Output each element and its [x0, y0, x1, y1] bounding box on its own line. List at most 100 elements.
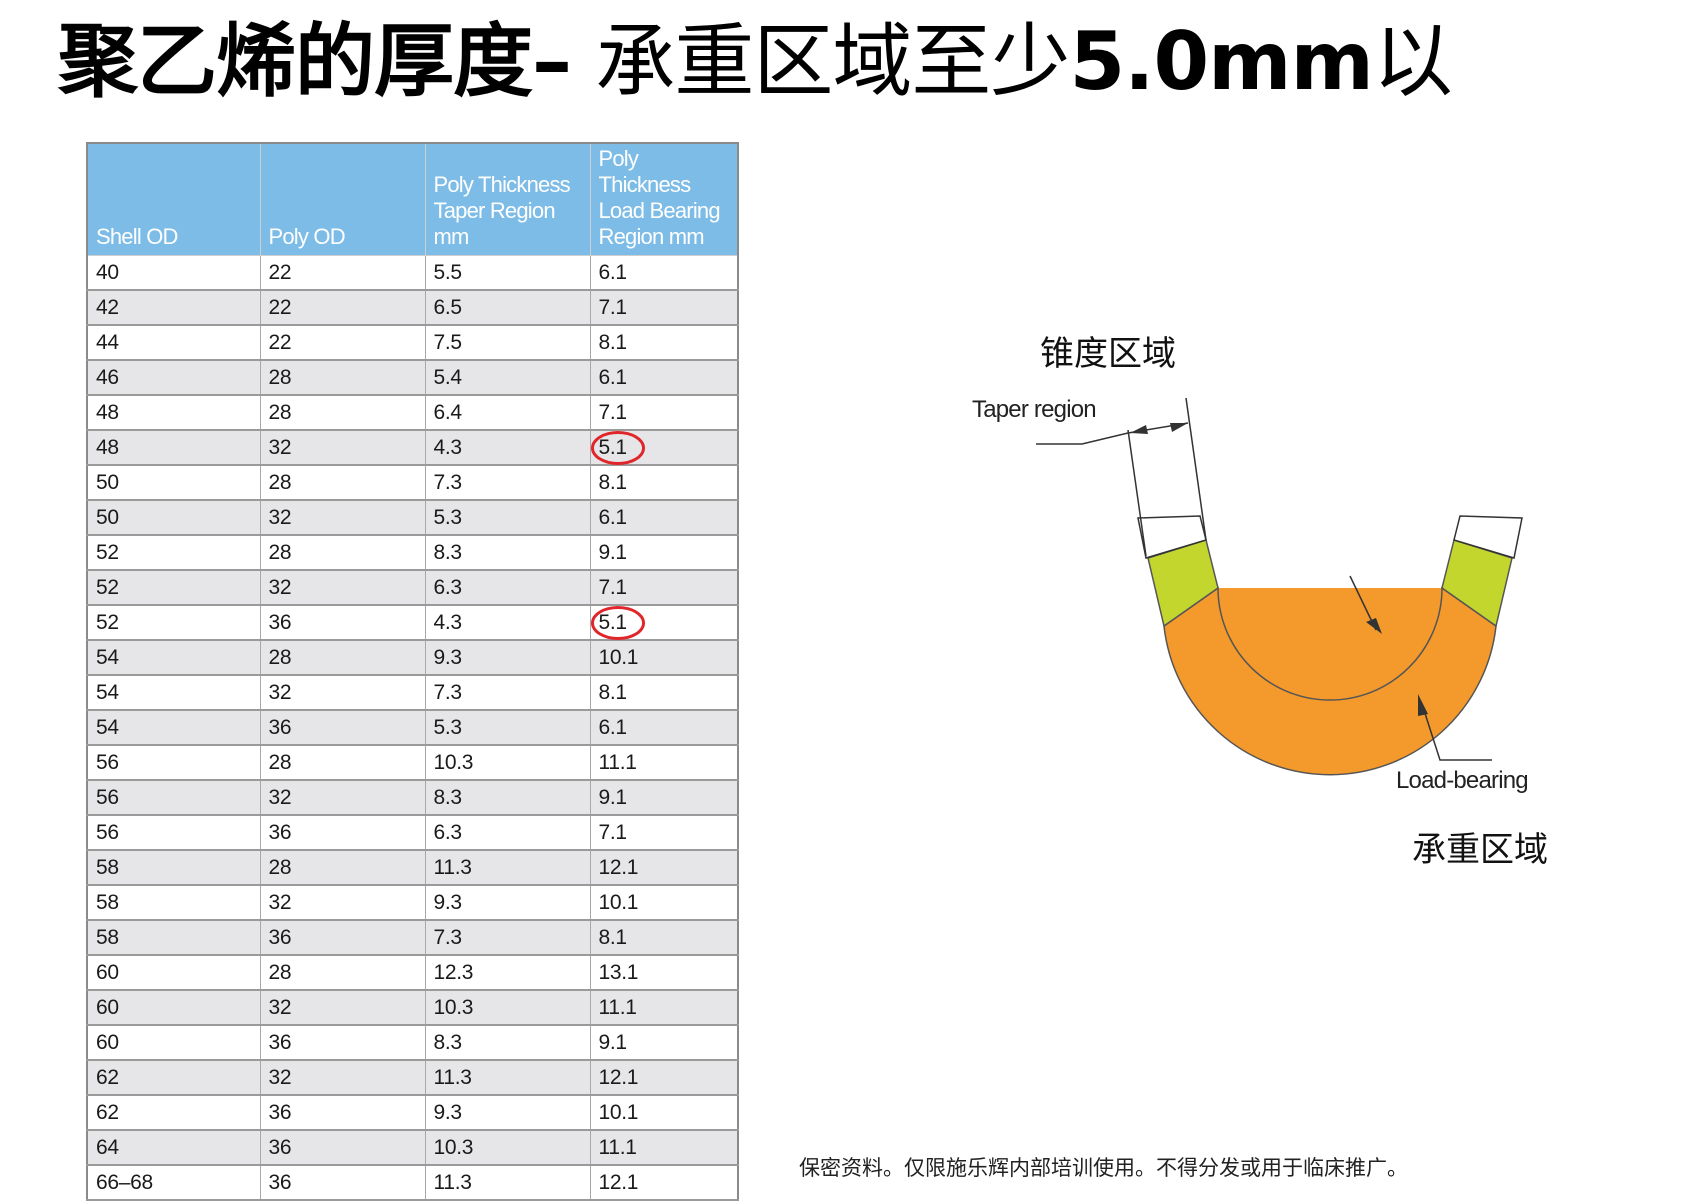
- cell-value: 32: [268, 785, 292, 809]
- cell-value: 11.3: [433, 1065, 472, 1089]
- table-row: 58 32 9.3 10.1: [86, 884, 739, 921]
- table-row: 54 36 5.3 6.1: [86, 709, 739, 746]
- cell-value: 10.1: [598, 1100, 639, 1124]
- cell-value: 6.4: [433, 400, 463, 424]
- table-row: 60 36 8.3 9.1: [86, 1024, 739, 1061]
- cell-poly-od: 32: [259, 499, 426, 536]
- cell-value: 28: [268, 855, 292, 879]
- cell-taper-thickness: 5.3: [424, 709, 591, 746]
- cell-poly-od: 28: [259, 954, 426, 991]
- cell-value: 7.1: [598, 820, 628, 844]
- cell-value: 9.1: [598, 1030, 628, 1054]
- cell-value: 50: [96, 470, 119, 494]
- title-part1: 聚乙烯的厚度–: [58, 15, 572, 108]
- cell-value: 32: [268, 435, 292, 459]
- table-row: 56 28 10.3 11.1: [86, 744, 739, 781]
- cell-value: 5.3: [433, 715, 463, 739]
- cell-value: 54: [96, 680, 119, 704]
- taper-extension-left: [1127, 429, 1147, 557]
- cell-value: 6.3: [433, 575, 463, 599]
- cell-value: 58: [96, 890, 119, 914]
- cell-value: 32: [268, 890, 292, 914]
- cell-taper-thickness: 10.3: [424, 744, 591, 781]
- cell-shell-od: 58: [86, 919, 261, 956]
- load-outer-arrow-head: [1418, 694, 1428, 716]
- cell-shell-od: 42: [86, 289, 261, 326]
- cell-value: 12.1: [598, 1170, 639, 1194]
- cell-poly-od: 32: [259, 429, 426, 466]
- cell-value: 6.1: [598, 715, 628, 739]
- cell-load-thickness: 12.1: [589, 1164, 739, 1201]
- cell-load-thickness: 7.1: [589, 569, 739, 606]
- cell-value: 7.3: [433, 470, 463, 494]
- cell-shell-od: 62: [86, 1059, 261, 1096]
- table-row: 44 22 7.5 8.1: [86, 324, 739, 361]
- cell-value: 6.1: [598, 260, 628, 284]
- cell-value: 60: [96, 1030, 119, 1054]
- cell-taper-thickness: 7.5: [424, 324, 591, 361]
- cell-value: 6.5: [433, 295, 463, 319]
- cell-value: 9.3: [433, 645, 463, 669]
- cell-value: 36: [268, 1170, 292, 1194]
- taper-arrow-right: [1170, 423, 1188, 432]
- taper-leader-line: [1036, 432, 1129, 445]
- load-inner-arrow-line: [1349, 575, 1377, 631]
- cell-load-thickness: 12.1: [589, 849, 739, 886]
- table-row: 46 28 5.4 6.1: [86, 359, 739, 396]
- cell-taper-thickness: 6.3: [424, 814, 591, 851]
- cell-load-thickness: 12.1: [589, 1059, 739, 1096]
- cell-value: 11.1: [598, 750, 637, 774]
- taper-arrow-left: [1130, 425, 1148, 434]
- cell-shell-od: 56: [86, 779, 261, 816]
- table-row: 52 36 4.3 5.1: [86, 604, 739, 641]
- cell-value: 4.3: [433, 435, 463, 459]
- cell-value: 11.1: [598, 995, 637, 1019]
- cell-shell-od: 60: [86, 989, 261, 1026]
- table-row: 60 28 12.3 13.1: [86, 954, 739, 991]
- cell-taper-thickness: 5.3: [424, 499, 591, 536]
- cell-value: 36: [268, 820, 292, 844]
- cell-taper-thickness: 9.3: [424, 884, 591, 921]
- cell-value: 5.4: [433, 365, 463, 389]
- table-row: 54 32 7.3 8.1: [86, 674, 739, 711]
- title-part2: 承重区域至少: [571, 15, 1070, 108]
- cell-poly-od: 22: [259, 289, 426, 326]
- cell-value: 50: [96, 505, 119, 529]
- cell-value: 46: [96, 365, 119, 389]
- cell-taper-thickness: 6.4: [424, 394, 591, 431]
- cell-taper-thickness: 6.3: [424, 569, 591, 606]
- cell-value: 8.3: [433, 1030, 463, 1054]
- cell-value: 11.1: [598, 1135, 637, 1159]
- cell-value: 7.1: [598, 575, 628, 599]
- cell-value: 10.1: [598, 890, 639, 914]
- cell-value: 28: [268, 645, 292, 669]
- cell-poly-od: 28: [259, 744, 426, 781]
- cell-value: 10.3: [433, 1135, 474, 1159]
- cell-load-thickness: 10.1: [589, 884, 739, 921]
- cell-shell-od: 62: [86, 1094, 261, 1131]
- cell-poly-od: 36: [259, 1129, 426, 1166]
- cell-value: 32: [268, 995, 292, 1019]
- load-label-cn: 承重区域: [1412, 830, 1548, 870]
- cell-load-thickness: 6.1: [589, 499, 739, 536]
- table-header-row: Shell OD Poly OD Poly Thickness Taper Re…: [86, 142, 739, 256]
- cell-value: 48: [96, 435, 119, 459]
- table-row: 56 32 8.3 9.1: [86, 779, 739, 816]
- cell-value: 8.1: [598, 925, 628, 949]
- cell-load-thickness: 10.1: [589, 1094, 739, 1131]
- cell-value: 40: [96, 260, 119, 284]
- cell-value: 32: [268, 1065, 292, 1089]
- cell-shell-od: 50: [86, 499, 261, 536]
- cell-poly-od: 28: [259, 464, 426, 501]
- cell-value: 9.1: [598, 540, 628, 564]
- cell-value: 36: [268, 1030, 292, 1054]
- cell-taper-thickness: 8.3: [424, 1024, 591, 1061]
- table-row: 58 36 7.3 8.1: [86, 919, 739, 956]
- cell-load-thickness: 8.1: [589, 324, 739, 361]
- cell-poly-od: 36: [259, 919, 426, 956]
- table-row: 56 36 6.3 7.1: [86, 814, 739, 851]
- cell-value: 7.1: [598, 400, 628, 424]
- table-row: 64 36 10.3 11.1: [86, 1129, 739, 1166]
- highlighted-value: 5.1: [590, 605, 646, 640]
- cell-value: 60: [96, 995, 119, 1019]
